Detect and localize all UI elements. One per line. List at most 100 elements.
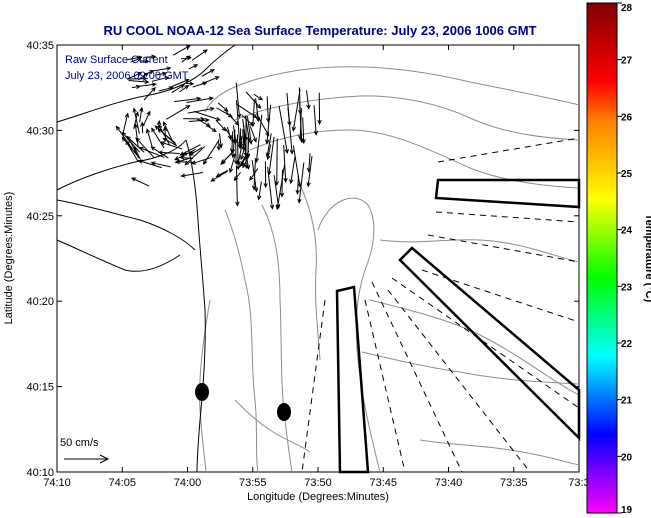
colorbar-tick-label: 28	[621, 3, 633, 14]
current-vector-head	[188, 151, 194, 156]
current-vector-head	[146, 110, 151, 116]
current-vector	[227, 126, 232, 140]
current-vector	[219, 133, 222, 148]
colorbar-tick-label: 24	[621, 226, 633, 237]
current-vector-head	[184, 84, 190, 90]
current-vector-head	[166, 66, 172, 71]
current-vector-head	[215, 116, 222, 122]
station-marker-2	[277, 403, 291, 421]
x-tick-label: 73:3	[568, 477, 589, 489]
x-axis-ticks: 74:10 74:05 74:00 73:55 73:50 73:45 73:40 73:35…	[43, 45, 590, 489]
current-vector	[143, 87, 156, 101]
current-vector-head	[313, 130, 319, 136]
current-vector-head	[251, 185, 257, 191]
current-vector-head	[179, 84, 185, 89]
current-vector-head	[215, 172, 221, 178]
transect-lines	[301, 137, 580, 473]
colorbar	[586, 2, 618, 514]
current-vector-head	[227, 113, 234, 118]
current-vector	[292, 89, 301, 131]
current-vector-head	[295, 189, 300, 195]
x-tick-label: 73:45	[369, 477, 397, 489]
current-vector	[133, 108, 140, 134]
current-vector	[247, 116, 252, 144]
current-vector	[134, 147, 141, 160]
current-vector	[234, 171, 241, 181]
current-vector-head	[174, 156, 180, 161]
y-tick-label: 40:30	[26, 125, 54, 137]
current-vector	[163, 121, 174, 142]
current-vector	[121, 137, 138, 157]
current-vector-head	[196, 96, 202, 101]
current-vector-head	[237, 144, 242, 150]
current-vector-head	[255, 117, 261, 123]
current-vector-head	[134, 111, 140, 117]
current-vector-head	[179, 155, 185, 160]
current-vector-head	[249, 175, 254, 181]
current-vector-head	[240, 161, 245, 167]
current-vector	[156, 72, 166, 76]
current-vector-head	[245, 164, 251, 170]
current-vector-head	[191, 160, 197, 165]
current-vector-head	[269, 204, 275, 210]
current-vector	[216, 169, 229, 177]
x-tick-label: 73:35	[500, 477, 528, 489]
current-vector	[193, 110, 221, 121]
current-vector-head	[125, 140, 130, 146]
current-vector	[143, 56, 156, 58]
y-tick-label: 40:10	[26, 467, 54, 479]
current-vector	[239, 155, 246, 168]
colorbar-tick-label: 19	[621, 505, 633, 516]
current-vector	[245, 91, 261, 109]
current-vector-head	[265, 152, 270, 158]
current-vector	[171, 84, 185, 94]
current-vector-head	[180, 173, 186, 178]
current-vector	[175, 157, 192, 164]
current-vector	[143, 111, 151, 126]
current-vector	[191, 49, 208, 61]
current-vector-head	[189, 81, 195, 86]
current-vector-head	[151, 82, 157, 87]
y-tick-label: 40:20	[26, 296, 54, 308]
current-vector-head	[137, 57, 143, 62]
colorbar-tick-label: 23	[621, 282, 633, 293]
current-vector-head	[156, 119, 162, 126]
current-vector-head	[218, 143, 223, 149]
colorbar-ticks: 28 27 26 25 24 23 22 21 20 19	[617, 2, 633, 516]
current-vector	[152, 67, 171, 72]
current-vector	[290, 156, 296, 184]
current-vector-head	[209, 106, 215, 112]
current-vector-head	[297, 198, 302, 204]
current-vector	[184, 146, 205, 166]
current-vector	[139, 107, 143, 123]
current-vector	[180, 57, 191, 60]
current-vector-head	[184, 160, 190, 166]
current-vector	[160, 141, 183, 150]
surface-current-vectors	[115, 44, 322, 211]
current-vector	[126, 136, 145, 153]
current-vector-head	[140, 121, 145, 127]
current-vector	[241, 114, 254, 127]
current-vector	[298, 162, 305, 203]
current-vector-head	[139, 106, 144, 112]
current-vector-head	[228, 168, 234, 174]
current-vector-head	[151, 54, 157, 59]
current-vector	[128, 79, 149, 83]
current-vector	[231, 131, 234, 153]
current-vector	[192, 82, 207, 88]
current-vector-head	[186, 55, 192, 61]
current-vector	[203, 140, 220, 165]
current-vector-head	[115, 125, 121, 131]
current-vector	[196, 118, 211, 127]
current-vector-head	[275, 205, 280, 211]
current-vector	[235, 140, 237, 165]
current-vector	[258, 181, 262, 200]
current-vector	[255, 98, 259, 122]
current-vector-head	[258, 95, 264, 101]
current-vector	[191, 156, 213, 165]
current-vector-head	[142, 76, 148, 81]
current-vector	[253, 159, 256, 190]
current-vector	[134, 124, 139, 148]
current-vector	[158, 124, 171, 146]
current-vector-head	[144, 59, 150, 64]
